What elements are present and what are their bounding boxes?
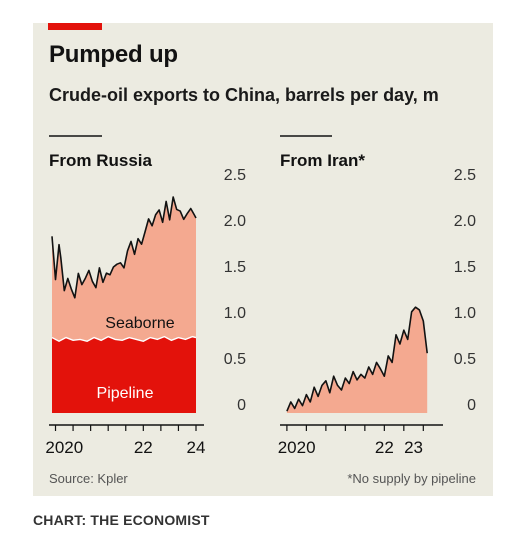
iran-ytick-label: 1.5 [454,259,476,276]
chart-credit: CHART: THE ECONOMIST [33,512,210,528]
russia-ytick-label: 1.0 [224,305,246,322]
iran-chart: From Iran* 0 0.5 1.0 1.5 2.0 2.5 2020 22 23 [278,135,476,457]
iran-xtick-label: 22 [375,438,394,457]
iran-ytick-label: 0 [467,397,476,414]
russia-ytick-label: 1.5 [224,259,246,276]
russia-ytick-label: 0 [237,397,246,414]
pipeline-label: Pipeline [97,385,154,402]
iran-panel-title: From Iran* [280,151,365,170]
russia-pipeline-edge [51,335,197,343]
chart-title: Pumped up [49,41,178,68]
russia-total-line [51,196,197,299]
chart-panel [33,23,493,496]
footnote: *No supply by pipeline [347,471,476,486]
iran-line [286,306,428,412]
russia-panel-title: From Russia [49,151,153,170]
iran-ytick-label: 0.5 [454,351,476,368]
iran-xtick-label: 2020 [278,438,316,457]
russia-xtick-label: 24 [187,438,206,457]
russia-pipeline-area [52,336,196,413]
iran-ytick-label: 2.0 [454,213,476,230]
russia-ytick-label: 2.5 [224,167,246,184]
iran-xtick-label: 23 [404,438,423,457]
russia-ytick-label: 2.0 [224,213,246,230]
seaborne-label: Seaborne [105,315,174,332]
russia-ytick-label: 0.5 [224,351,246,368]
russia-xtick-label: 22 [134,438,153,457]
russia-xtick-label: 2020 [45,438,83,457]
source-note: Source: Kpler [49,471,128,486]
russia-seaborne-area [52,197,196,342]
iran-ytick-label: 1.0 [454,305,476,322]
chart-subtitle: Crude-oil exports to China, barrels per … [49,85,439,105]
russia-chart: From Russia 0 0.5 1.0 1.5 2.0 2.5 Seaborne Pipel… [45,135,246,457]
iran-ytick-label: 2.5 [454,167,476,184]
brand-accent-bar [48,23,102,30]
